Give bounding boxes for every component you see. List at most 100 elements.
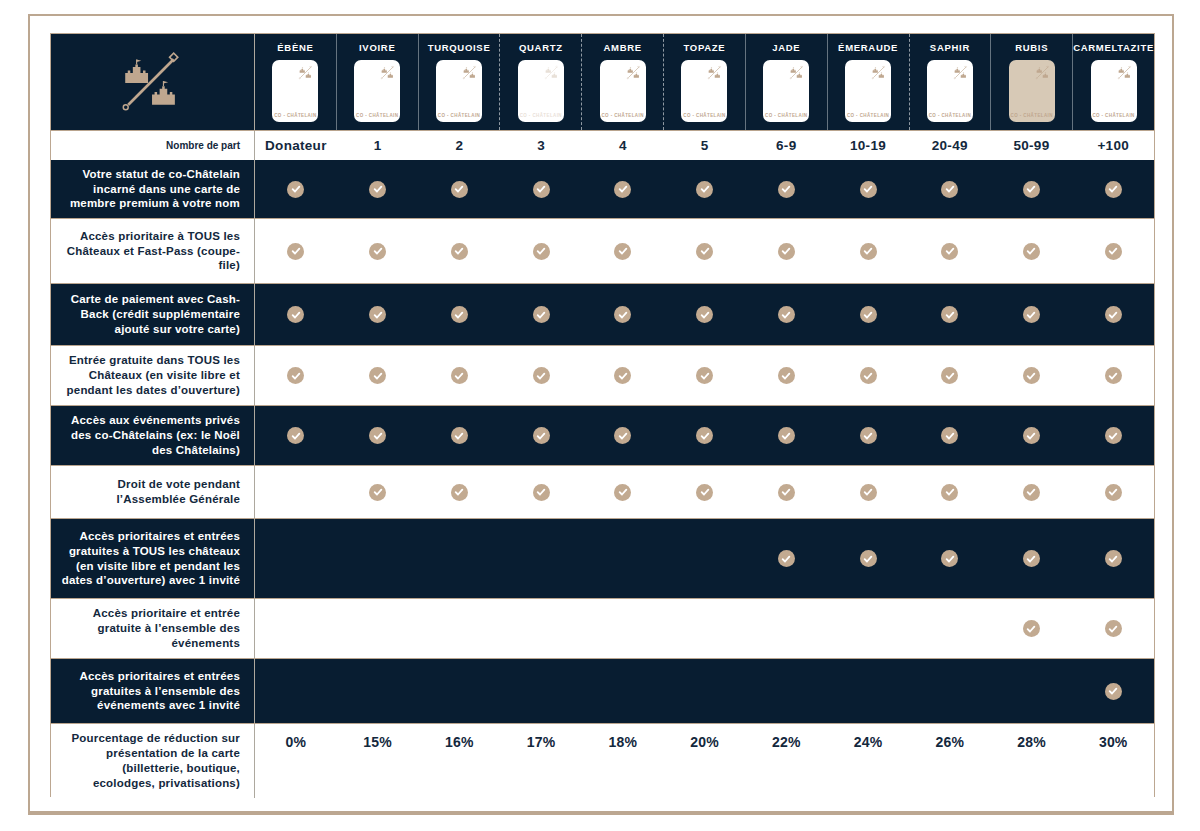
benefit-cell [337, 219, 419, 283]
parts-value-cell: 6-9 [745, 131, 827, 160]
benefit-cell [991, 346, 1073, 405]
parts-label: Nombre de part [51, 131, 255, 160]
card-footer-label: CO - CHÂTELAIN [763, 113, 809, 118]
benefit-cell [664, 160, 746, 218]
benefit-cell [1072, 346, 1154, 405]
empty-cell [337, 519, 419, 598]
tier-column-header: QUARTZ CO - CHÂTELAIN [499, 34, 581, 130]
tier-column-header: AMBRECO - CHÂTELAIN [581, 34, 663, 130]
parts-value-cell: 3 [500, 131, 582, 160]
empty-cell [337, 599, 419, 658]
check-icon [369, 484, 386, 501]
tier-column-header: CARMELTAZITE CO - CHÂTELAIN [1072, 34, 1154, 130]
check-icon [1023, 484, 1040, 501]
tier-name: CARMELTAZITE [1073, 42, 1154, 53]
parts-value: +100 [1097, 138, 1129, 153]
discount-value: 22% [772, 734, 801, 750]
card-footer-label: CO - CHÂTELAIN [1091, 113, 1137, 118]
empty-cell [909, 659, 991, 723]
card-footer-label: CO - CHÂTELAIN [518, 113, 564, 118]
check-icon [1023, 427, 1040, 444]
benefit-label-cell: Accès prioritaires et entrées gratuites … [51, 519, 255, 598]
benefit-cell [745, 284, 827, 345]
check-icon [533, 427, 550, 444]
empty-cell [827, 599, 909, 658]
check-icon [287, 243, 304, 260]
check-icon [778, 243, 795, 260]
benefit-cell [909, 219, 991, 283]
benefit-cell [255, 284, 337, 345]
discount-value: 30% [1099, 734, 1128, 750]
benefit-label-cell: Entrée gratuite dans TOUS les Châteaux (… [51, 346, 255, 405]
empty-cell [337, 659, 419, 723]
empty-cell [745, 599, 827, 658]
benefit-cell [418, 346, 500, 405]
check-icon [860, 550, 877, 567]
benefit-cell [827, 406, 909, 465]
parts-value-cell: 1 [337, 131, 419, 160]
benefit-cell [582, 466, 664, 518]
tier-name: QUARTZ [519, 42, 563, 53]
check-icon [696, 306, 713, 323]
tier-column-header: ÉBÈNECO - CHÂTELAIN [255, 34, 336, 130]
check-icon [451, 243, 468, 260]
benefit-label-cell: Accès aux événements privés des co-Châte… [51, 406, 255, 465]
benefit-cell [991, 466, 1073, 518]
benefit-cell [337, 160, 419, 218]
benefit-cell [255, 219, 337, 283]
benefit-label: Accès prioritaire à TOUS les Châteaux et… [61, 229, 240, 274]
discount-value-cell: 0% [255, 724, 337, 798]
benefit-cell [745, 160, 827, 218]
table-corner-cell [51, 34, 255, 130]
benefit-label-cell: Pourcentage de réduction sur présentatio… [51, 724, 255, 798]
check-icon [614, 243, 631, 260]
check-icon [1105, 550, 1122, 567]
check-icon [1105, 484, 1122, 501]
check-icon [369, 427, 386, 444]
discount-value-cell: 30% [1072, 724, 1154, 798]
card-logo-icon [298, 65, 313, 80]
check-icon [287, 427, 304, 444]
check-icon [1105, 306, 1122, 323]
membership-card: CO - CHÂTELAIN [681, 60, 727, 122]
check-icon [369, 181, 386, 198]
benefit-cell [582, 160, 664, 218]
parts-value-cell: 5 [664, 131, 746, 160]
discount-value-cell: 24% [827, 724, 909, 798]
benefit-row: Accès prioritaire à TOUS les Châteaux et… [51, 218, 1154, 283]
benefit-cell [418, 284, 500, 345]
card-footer-label: CO - CHÂTELAIN [927, 113, 973, 118]
benefit-cell [500, 219, 582, 283]
card-footer-label: CO - CHÂTELAIN [1009, 113, 1055, 118]
discount-value: 28% [1017, 734, 1046, 750]
benefit-cell [500, 160, 582, 218]
benefit-cell [1072, 160, 1154, 218]
benefit-cell [745, 466, 827, 518]
check-icon [1023, 550, 1040, 567]
empty-cell [255, 466, 337, 518]
tier-name: TOPAZE [684, 42, 726, 53]
tier-column-header: SAPHIRCO - CHÂTELAIN [909, 34, 991, 130]
benefit-cell [827, 519, 909, 598]
benefit-cell [418, 160, 500, 218]
check-icon [778, 367, 795, 384]
discount-value-cell: 18% [582, 724, 664, 798]
card-logo-icon [1117, 65, 1132, 80]
check-icon [533, 484, 550, 501]
benefit-cell [337, 466, 419, 518]
discount-value-cell: 17% [500, 724, 582, 798]
membership-card: CO - CHÂTELAIN [354, 60, 400, 122]
benefit-cell [418, 219, 500, 283]
card-footer-label: CO - CHÂTELAIN [681, 113, 727, 118]
empty-cell [418, 599, 500, 658]
check-icon [614, 306, 631, 323]
table-header-row: ÉBÈNECO - CHÂTELAINIVOIRECO - CHÂTELAINT… [51, 34, 1154, 130]
benefit-cell [337, 406, 419, 465]
parts-value-cell: Donateur [255, 131, 337, 160]
empty-cell [255, 599, 337, 658]
tier-column-header: ÉMERAUDECO - CHÂTELAIN [827, 34, 909, 130]
empty-cell [500, 519, 582, 598]
check-icon [287, 306, 304, 323]
card-logo-icon [544, 65, 559, 80]
card-footer-label: CO - CHÂTELAIN [272, 113, 318, 118]
